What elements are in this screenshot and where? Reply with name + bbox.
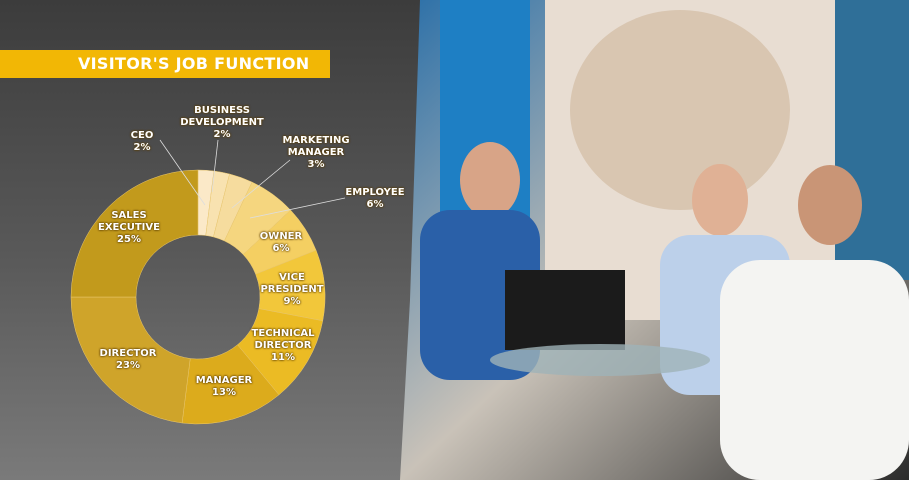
slice-label: SALES EXECUTIVE 25% <box>94 210 164 246</box>
value-label: 9% <box>283 296 301 307</box>
category-label: SALES EXECUTIVE <box>98 210 160 233</box>
value-label: 6% <box>272 243 290 254</box>
value-label: 25% <box>117 234 141 245</box>
category-label: MARKETING MANAGER <box>282 135 350 158</box>
slice-label: DIRECTOR 23% <box>98 348 158 372</box>
slice-label: TECHNICAL DIRECTOR 11% <box>248 328 318 364</box>
category-label: EMPLOYEE <box>345 187 405 198</box>
category-label: TECHNICAL DIRECTOR <box>251 328 315 351</box>
category-label: MANAGER <box>195 375 253 386</box>
leader-lines <box>159 139 346 219</box>
value-label: 11% <box>271 352 295 363</box>
category-label: OWNER <box>259 231 303 242</box>
slice-label: EMPLOYEE 6% <box>340 187 410 211</box>
slice-label: OWNER 6% <box>256 231 306 255</box>
value-label: 3% <box>307 159 325 170</box>
slice-label: BUSINESS DEVELOPMENT 2% <box>177 105 267 141</box>
value-label: 13% <box>212 387 236 398</box>
slice-label: VICE PRESIDENT 9% <box>247 272 337 308</box>
slice-label: MARKETING MANAGER 3% <box>276 135 356 171</box>
category-label: VICE PRESIDENT <box>260 272 324 295</box>
value-label: 2% <box>213 129 231 140</box>
title-banner <box>0 50 330 78</box>
category-label: DIRECTOR <box>99 348 157 359</box>
photo <box>400 0 909 480</box>
value-label: 23% <box>116 360 140 371</box>
slice <box>70 296 191 424</box>
category-label: CEO <box>130 130 154 141</box>
chart-title: VISITOR'S JOB FUNCTION <box>78 54 310 73</box>
slice-label: CEO 2% <box>122 130 162 154</box>
value-label: 2% <box>133 142 151 153</box>
category-label: BUSINESS DEVELOPMENT <box>180 105 264 128</box>
slice-label: MANAGER 13% <box>189 375 259 399</box>
slice <box>70 169 199 298</box>
value-label: 6% <box>366 199 384 210</box>
